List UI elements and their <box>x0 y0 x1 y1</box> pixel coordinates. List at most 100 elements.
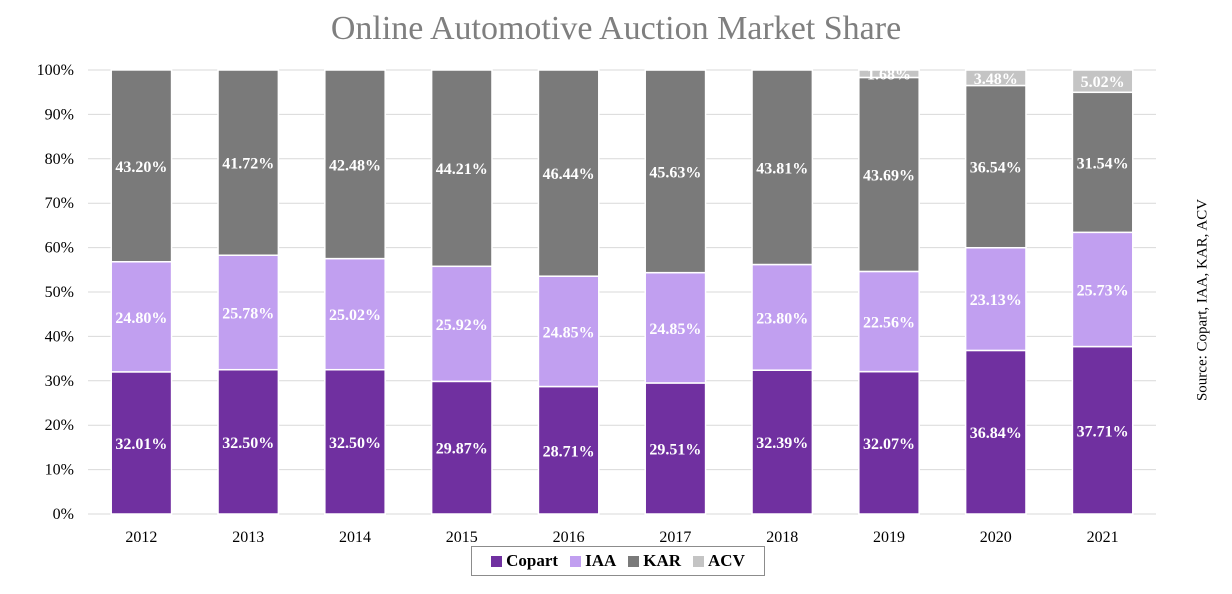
x-tick-label: 2013 <box>232 529 264 546</box>
legend-label-kar: KAR <box>643 551 682 570</box>
bar-segment-kar <box>1071 91 1134 234</box>
x-tick-label: 2014 <box>339 529 371 546</box>
bar-segment-kar <box>217 69 280 256</box>
bar-segment-copart <box>751 369 814 515</box>
y-tick-label: 50% <box>45 284 74 301</box>
bar-segment-acv <box>964 69 1027 87</box>
legend-item-copart: Copart <box>491 551 558 571</box>
data-label: 23.80% <box>756 310 808 327</box>
data-label: 45.63% <box>649 164 701 181</box>
x-tick-label: 2017 <box>659 529 691 546</box>
bar-segment-copart <box>217 368 280 515</box>
data-label: 29.87% <box>436 441 488 458</box>
bar-segment-iaa <box>858 270 920 373</box>
data-label: 43.69% <box>863 167 915 184</box>
legend-label-iaa: IAA <box>585 551 617 570</box>
x-tick-label: 2019 <box>873 529 905 546</box>
bar-segment-kar <box>964 84 1027 249</box>
y-tick-label: 100% <box>37 62 74 79</box>
y-tick-label: 70% <box>45 195 74 212</box>
bar-segment-copart <box>644 382 707 515</box>
data-label: 43.81% <box>756 160 808 177</box>
bar-segment-iaa <box>430 265 493 383</box>
y-tick-label: 20% <box>45 417 74 434</box>
bar-segment-kar <box>324 69 386 260</box>
bar-segment-iaa <box>110 261 173 373</box>
data-label: 24.85% <box>649 321 701 338</box>
data-label: 31.54% <box>1077 155 1129 172</box>
bar-segment-iaa <box>537 275 600 388</box>
legend: Copart IAA KAR ACV <box>471 546 765 576</box>
data-label: 24.85% <box>543 324 595 341</box>
bar-segment-iaa <box>1071 231 1134 348</box>
x-tick-label: 2016 <box>553 529 585 546</box>
data-label: 32.50% <box>329 435 381 452</box>
bar-segment-iaa <box>964 246 1027 352</box>
x-tick-label: 2015 <box>446 529 478 546</box>
source-note: Source: Copart, IAA, KAR, ACV <box>1194 198 1211 402</box>
data-label: 32.01% <box>115 436 167 453</box>
y-tick-label: 10% <box>45 462 74 479</box>
bar-segment-acv <box>1071 69 1134 94</box>
data-label: 28.71% <box>543 443 595 460</box>
x-tick-label: 2021 <box>1087 529 1119 546</box>
data-label: 41.72% <box>222 156 274 173</box>
legend-label-acv: ACV <box>708 551 745 570</box>
data-label: 3.48% <box>974 71 1018 88</box>
data-label: 46.44% <box>543 166 595 183</box>
bar-segment-kar <box>537 69 600 277</box>
legend-swatch-copart <box>491 555 503 567</box>
data-label: 25.92% <box>436 317 488 334</box>
bar-segment-copart <box>110 371 173 515</box>
bar-segment-iaa <box>751 263 814 371</box>
chart-title: Online Automotive Auction Market Share <box>330 10 902 47</box>
data-label: 37.71% <box>1077 423 1129 440</box>
legend-label-copart: Copart <box>506 551 559 570</box>
data-label: 32.07% <box>863 436 915 453</box>
data-label: 22.56% <box>863 315 915 332</box>
y-tick-label: 90% <box>45 106 74 123</box>
data-label: 36.54% <box>970 160 1022 177</box>
legend-item-acv: ACV <box>693 551 745 571</box>
legend-item-kar: KAR <box>628 551 681 571</box>
bar-segment-kar <box>430 69 493 268</box>
y-tick-label: 80% <box>45 151 74 168</box>
data-label: 43.20% <box>115 159 167 176</box>
bar-segment-copart <box>537 385 600 515</box>
bar-segment-kar <box>110 69 173 263</box>
data-label: 1.68% <box>867 67 911 84</box>
x-tick-label: 2020 <box>980 529 1012 546</box>
legend-swatch-iaa <box>570 555 582 567</box>
y-tick-label: 40% <box>45 328 74 345</box>
bar-segment-iaa <box>644 271 707 384</box>
bar-segment-copart <box>430 380 493 515</box>
data-label: 23.13% <box>970 292 1022 309</box>
bar-segment-kar <box>644 69 707 274</box>
data-label: 32.39% <box>756 435 808 452</box>
data-label: 42.48% <box>329 157 381 174</box>
y-tick-label: 0% <box>53 506 74 523</box>
y-tick-label: 60% <box>45 240 74 257</box>
x-tick-label: 2018 <box>766 529 798 546</box>
y-tick-label: 30% <box>45 373 74 390</box>
data-label: 25.02% <box>329 307 381 324</box>
data-label: 29.51% <box>649 441 701 458</box>
data-label: 5.02% <box>1081 74 1125 91</box>
data-label: 32.50% <box>222 435 274 452</box>
data-label: 25.78% <box>222 305 274 322</box>
x-tick-label: 2012 <box>125 529 157 546</box>
data-label: 36.84% <box>970 425 1022 442</box>
legend-swatch-acv <box>693 555 705 567</box>
bar-segment-iaa <box>217 254 280 371</box>
bar-segment-kar <box>751 69 814 266</box>
data-label: 25.73% <box>1077 282 1129 299</box>
bar-segment-acv <box>858 69 920 79</box>
legend-item-iaa: IAA <box>570 551 616 571</box>
bar-segment-copart <box>1071 345 1134 515</box>
data-label: 24.80% <box>115 310 167 327</box>
bar-segment-kar <box>858 76 920 273</box>
legend-swatch-kar <box>628 555 640 567</box>
bar-segment-copart <box>324 368 386 515</box>
bar-segment-iaa <box>324 257 386 371</box>
